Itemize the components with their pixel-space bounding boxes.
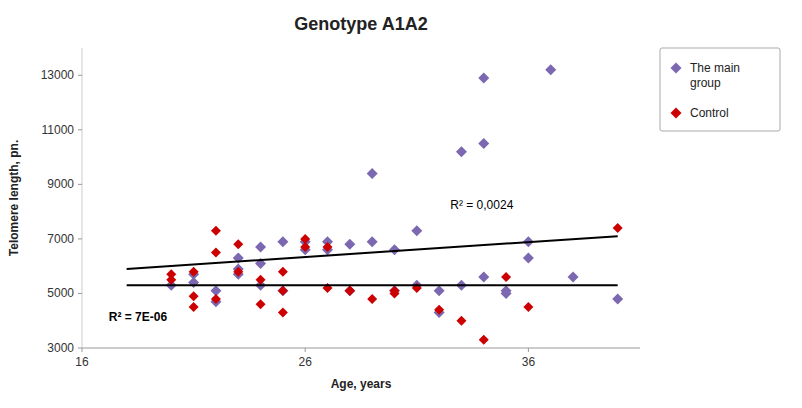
point [434, 305, 444, 315]
point [344, 285, 355, 296]
point [278, 267, 288, 277]
point [345, 286, 355, 296]
x-tick-label: 36 [522, 355, 536, 369]
legend-label-line: Control [690, 106, 729, 120]
legend-marker [671, 63, 682, 74]
y-tick-label: 5000 [47, 286, 74, 300]
legend-label-line: group [690, 76, 721, 90]
point [277, 236, 288, 247]
point [300, 242, 310, 252]
point [189, 302, 199, 312]
y-tick [78, 348, 82, 349]
y-axis-line [82, 48, 83, 348]
series-points [166, 64, 623, 318]
point [256, 299, 266, 309]
plot-area [127, 64, 624, 345]
legend-label: Control [690, 106, 729, 120]
point [478, 272, 489, 283]
point [166, 269, 176, 279]
y-tick [78, 238, 82, 239]
point [434, 285, 445, 296]
point [523, 253, 534, 264]
y-tick-label: 11000 [42, 123, 75, 137]
title: Genotype A1A2 [294, 14, 427, 34]
point [367, 294, 377, 304]
point [478, 73, 489, 84]
y-tick-label: 7000 [47, 232, 74, 246]
legend: The maingroup Control [660, 48, 780, 131]
y-tick-label: 3000 [47, 341, 74, 355]
point [411, 225, 422, 236]
y-tick [78, 293, 82, 294]
x-axis-line [82, 348, 640, 349]
x-tick [82, 348, 83, 352]
legend-box [660, 48, 780, 131]
x-tick [528, 348, 529, 352]
x-tick-label: 16 [75, 355, 89, 369]
point [211, 226, 221, 236]
point [255, 242, 266, 253]
y-tick [78, 75, 82, 76]
point [278, 286, 288, 296]
legend-label-line: The main [690, 61, 740, 75]
point [344, 239, 355, 250]
point [456, 316, 466, 326]
y-tick-label: 13000 [41, 68, 75, 82]
point [501, 288, 512, 299]
annotation: R² = 0,0024 [450, 198, 513, 212]
point [367, 168, 378, 179]
point [211, 248, 221, 258]
point [478, 138, 489, 149]
point [389, 286, 399, 296]
y-tick [78, 184, 82, 185]
trend-line [127, 284, 618, 286]
point [233, 267, 243, 277]
x-tick [305, 348, 306, 352]
chart: 16 26 36 3000 5000 7000 9000 11000 13000 Genotype… [0, 0, 802, 408]
point [277, 285, 288, 296]
point [501, 272, 511, 282]
point [613, 223, 623, 233]
point [345, 286, 355, 296]
point [189, 291, 199, 301]
point [568, 272, 579, 283]
point [612, 293, 623, 304]
legend-label: The maingroup [690, 61, 740, 90]
point [523, 302, 533, 312]
trend-line [127, 236, 618, 269]
point [188, 277, 199, 288]
point [323, 242, 333, 252]
point [456, 146, 467, 157]
x-axis-label: Age, years [331, 377, 392, 391]
y-tick [78, 129, 82, 130]
legend-marker [671, 108, 682, 119]
annotation: R² = 7E-06 [109, 310, 168, 324]
x-tick-label: 26 [299, 355, 313, 369]
point [233, 239, 243, 249]
point [211, 294, 221, 304]
y-tick-label: 9000 [47, 177, 74, 191]
point [256, 275, 266, 285]
point [479, 335, 489, 345]
point [189, 267, 199, 277]
point [367, 236, 378, 247]
point [278, 308, 288, 318]
y-axis-label: Telomere length, pn. [7, 140, 21, 256]
point [545, 64, 556, 75]
